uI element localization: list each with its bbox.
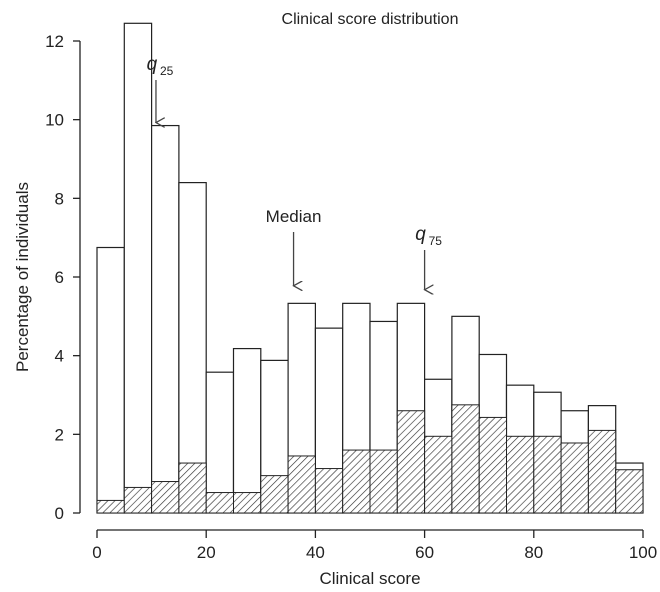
y-tick-label: 8 <box>55 189 64 208</box>
y-tick-label: 2 <box>55 425 64 444</box>
hatched-bar <box>506 435 535 514</box>
y-tick-label: 12 <box>45 32 64 51</box>
outline-bar <box>232 347 262 514</box>
hatched-bar <box>314 468 344 514</box>
y-tick-label: 10 <box>45 111 64 130</box>
hatched-bar <box>123 486 153 514</box>
x-tick-label: 0 <box>92 543 101 562</box>
y-tick-label: 4 <box>55 347 64 366</box>
hatched-bar <box>96 499 125 514</box>
y-tick-label: 6 <box>55 268 64 287</box>
hatched-bar <box>396 410 426 514</box>
hatched-bar <box>615 469 644 514</box>
x-axis-title: Clinical score <box>319 569 420 588</box>
annotation-subscript: 25 <box>160 64 174 78</box>
hatched-bar <box>151 481 180 514</box>
chart-title: Clinical score distribution <box>282 11 459 28</box>
y-axis-title: Percentage of individuals <box>13 182 32 372</box>
annotation-subscript: 75 <box>429 234 443 248</box>
hatched-bar <box>342 449 371 514</box>
outline-bar <box>96 246 125 514</box>
hatched-bars <box>96 404 644 514</box>
outline-bar <box>205 371 235 514</box>
x-tick-label: 100 <box>629 543 657 562</box>
y-tick-label: 0 <box>55 504 64 523</box>
hatched-bar <box>587 429 617 514</box>
hatched-bar <box>287 455 316 514</box>
hatched-bar <box>260 475 289 514</box>
x-tick-label: 20 <box>197 543 216 562</box>
x-tick-label: 60 <box>415 543 434 562</box>
hatched-bar <box>478 416 508 514</box>
x-tick-label: 40 <box>306 543 325 562</box>
axes: 0 2 4 6 8 10 12 0 20 40 60 80 100 <box>45 32 657 562</box>
hatched-bar <box>533 435 562 514</box>
annotation-label: Median <box>266 207 322 226</box>
outline-bar <box>178 182 207 514</box>
annotation-label: q <box>415 224 426 245</box>
outline-bar <box>151 124 180 514</box>
outline-bar <box>123 22 153 514</box>
annotation-label: q <box>147 54 158 75</box>
hatched-bar <box>205 492 234 514</box>
hatched-bar <box>233 492 262 514</box>
hatched-bar <box>424 435 453 514</box>
hatched-bar <box>451 404 480 514</box>
hatched-bar <box>369 449 398 514</box>
x-tick-label: 80 <box>524 543 543 562</box>
hatched-bar <box>560 442 589 514</box>
hatched-bar <box>178 462 207 514</box>
